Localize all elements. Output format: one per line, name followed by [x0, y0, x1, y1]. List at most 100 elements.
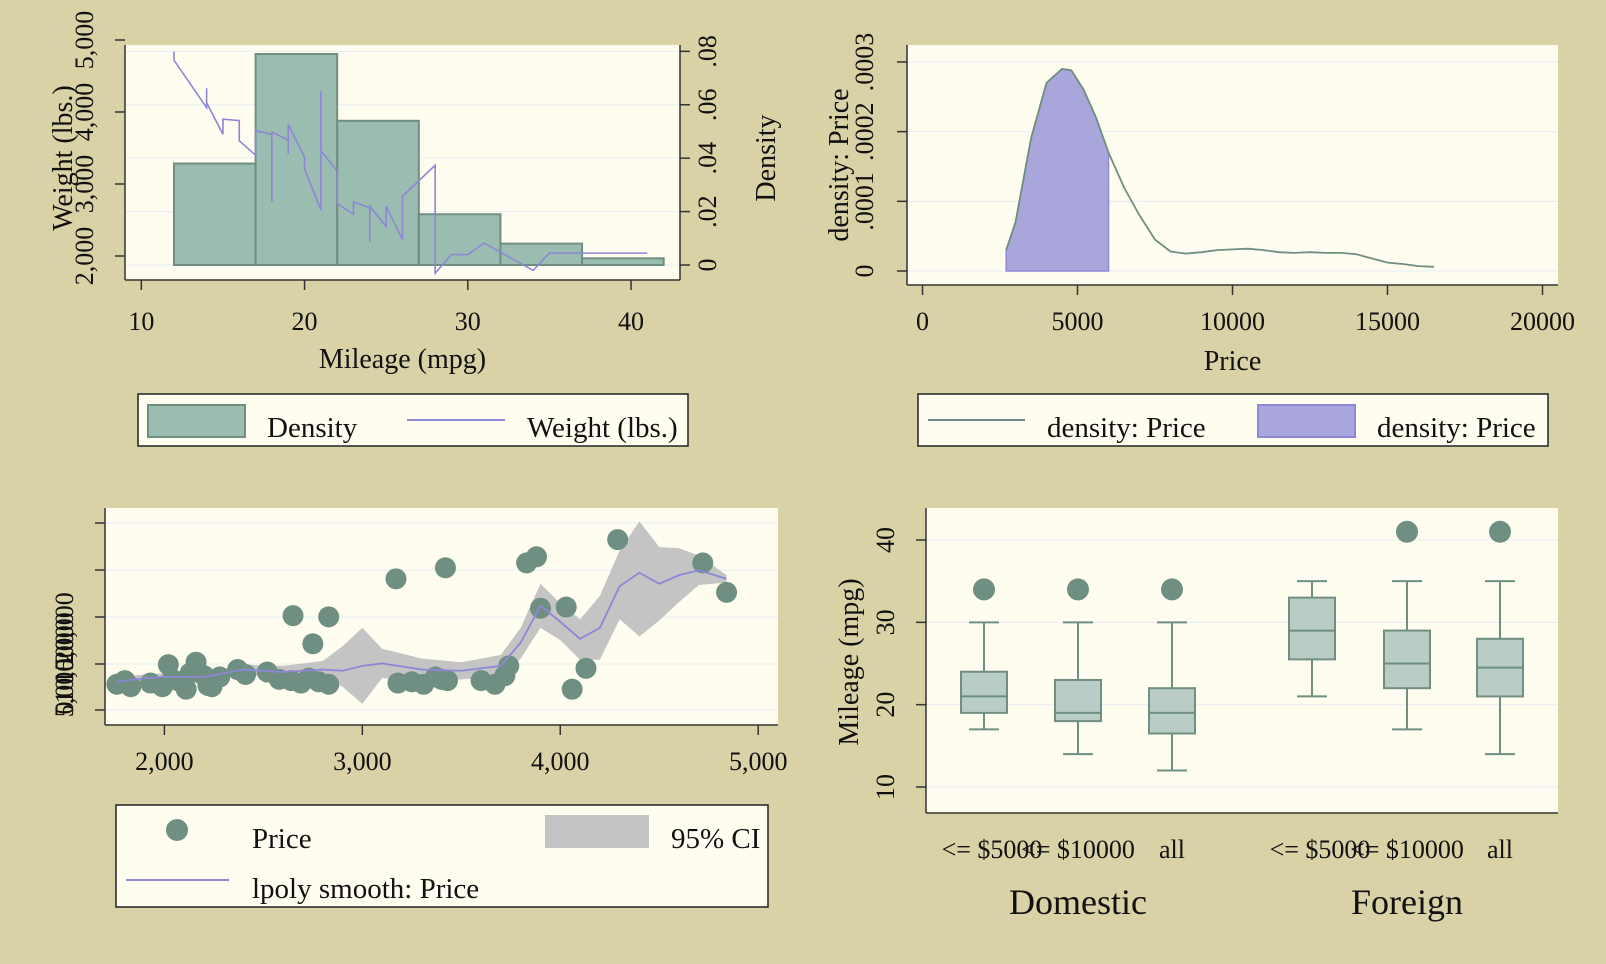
x-tick-label: 15000 [1355, 307, 1420, 336]
y-tick-label-right: 0 [693, 259, 722, 272]
x-tick-label: 10000 [1200, 307, 1265, 336]
scatter-point [302, 633, 324, 655]
x-tick-label: 10 [128, 307, 154, 336]
box-iqr [1288, 596, 1336, 661]
legend-box-3 [115, 804, 769, 908]
legend-label: density: Price [1047, 412, 1206, 444]
box-iqr [1148, 687, 1196, 735]
x-tick-label: 4,000 [531, 747, 590, 776]
scatter-point [282, 605, 304, 627]
scatter-point [235, 663, 257, 685]
y-tick-label: 40 [871, 527, 900, 553]
y-tick-label: 0 [50, 702, 79, 715]
x-tick-label: 40 [618, 307, 644, 336]
box-outlier [1161, 578, 1183, 601]
scatter-point [526, 546, 548, 568]
legend-label: Weight (lbs.) [527, 412, 678, 444]
legend-swatch-ci [545, 815, 649, 848]
box-label: <= $5000 [942, 835, 1043, 864]
legend-swatch-point [166, 819, 188, 841]
y-tick-label: 15,000 [50, 612, 79, 684]
group-label-domestic: Domestic [1009, 882, 1147, 922]
y-tick-label: 30 [871, 609, 900, 635]
x-tick-label: 0 [916, 307, 929, 336]
scatter-point [561, 678, 583, 700]
x-tick-label: 2,000 [135, 747, 194, 776]
legend-label: 95% CI [671, 823, 760, 855]
scatter-point [318, 606, 340, 628]
y-tick-label-right: .04 [693, 142, 722, 175]
y-tick-label: 10 [871, 774, 900, 800]
legend-label: Price [252, 823, 312, 855]
y-tick-label: 20 [871, 692, 900, 718]
x-tick-label: 30 [455, 307, 481, 336]
ci-band [116, 521, 727, 704]
density-line [1005, 67, 1435, 268]
y-tick-label: 10,000 [50, 632, 79, 704]
histogram-bar [254, 53, 339, 266]
y-tick-label-left: 5,000 [70, 11, 99, 70]
box-iqr [960, 670, 1008, 714]
y-axis-title: Mileage (mpg) [834, 578, 865, 745]
histogram-bar [417, 213, 502, 266]
x-axis-title: Price [1204, 346, 1262, 377]
legend-swatch-area [1257, 404, 1356, 438]
x-tick-label: 20 [292, 307, 318, 336]
legend-label: lpoly smooth: Price [252, 873, 479, 905]
box-iqr [1054, 678, 1102, 723]
scatter-point [575, 657, 597, 679]
x-tick-label: 5,000 [729, 747, 788, 776]
box-label: all [1159, 835, 1185, 864]
y-tick-label: 20,000 [50, 592, 79, 664]
scatter-point [318, 673, 340, 695]
box-outlier [1489, 520, 1511, 543]
y-tick-label-right: .06 [693, 89, 722, 122]
scatter-point [607, 529, 629, 551]
legend-label: Density [267, 412, 358, 444]
weight-series-line [173, 51, 648, 276]
histogram-bar [581, 257, 665, 266]
y-axis-title: density: Price [824, 88, 855, 241]
box-outlier [973, 578, 995, 601]
scatter-point [498, 655, 520, 677]
x-tick-label: 3,000 [333, 747, 392, 776]
x-tick-label: 5000 [1052, 307, 1104, 336]
y-tick-label-right: .08 [693, 35, 722, 67]
x-axis-title: Mileage (mpg) [319, 344, 486, 375]
lpoly-smooth-line [116, 569, 727, 683]
box-label: <= $5000 [1270, 835, 1371, 864]
y-tick-label: 0 [850, 265, 879, 278]
y-tick-label: 5,000 [50, 659, 79, 718]
scatter-point [692, 552, 714, 574]
scatter-point [175, 678, 197, 700]
x-tick-label: 20000 [1510, 307, 1575, 336]
scatter-point [529, 597, 551, 619]
y-tick-label-left: 2,000 [70, 227, 99, 286]
scatter-point [434, 557, 456, 579]
y-axis-title-right: Density [751, 114, 782, 201]
box-iqr [1383, 629, 1431, 690]
box-outlier [1396, 520, 1418, 543]
box-label: all [1487, 835, 1513, 864]
scatter-point [209, 666, 231, 688]
scatter-point [436, 670, 458, 692]
legend-swatch-density [147, 404, 246, 438]
histogram-bar [172, 162, 257, 267]
scatter-point [716, 581, 738, 603]
y-tick-label-left: 3,000 [70, 155, 99, 214]
plot-area-4 [926, 508, 1558, 813]
histogram-bar [499, 242, 584, 267]
legend-label: density: Price [1377, 412, 1536, 444]
scatter-point [385, 568, 407, 590]
group-label-foreign: Foreign [1351, 882, 1463, 922]
scatter-point [555, 596, 577, 618]
y-tick-label: .0003 [850, 33, 879, 92]
box-outlier [1067, 578, 1089, 601]
y-tick-label-left: 4,000 [70, 83, 99, 142]
y-tick-label: .0001 [850, 172, 879, 231]
y-axis-title-left: Weight (lbs.) [48, 85, 79, 231]
y-tick-label-right: .02 [693, 195, 722, 228]
y-tick-label: .0002 [850, 102, 879, 161]
box-label: <= $10000 [1350, 835, 1464, 864]
